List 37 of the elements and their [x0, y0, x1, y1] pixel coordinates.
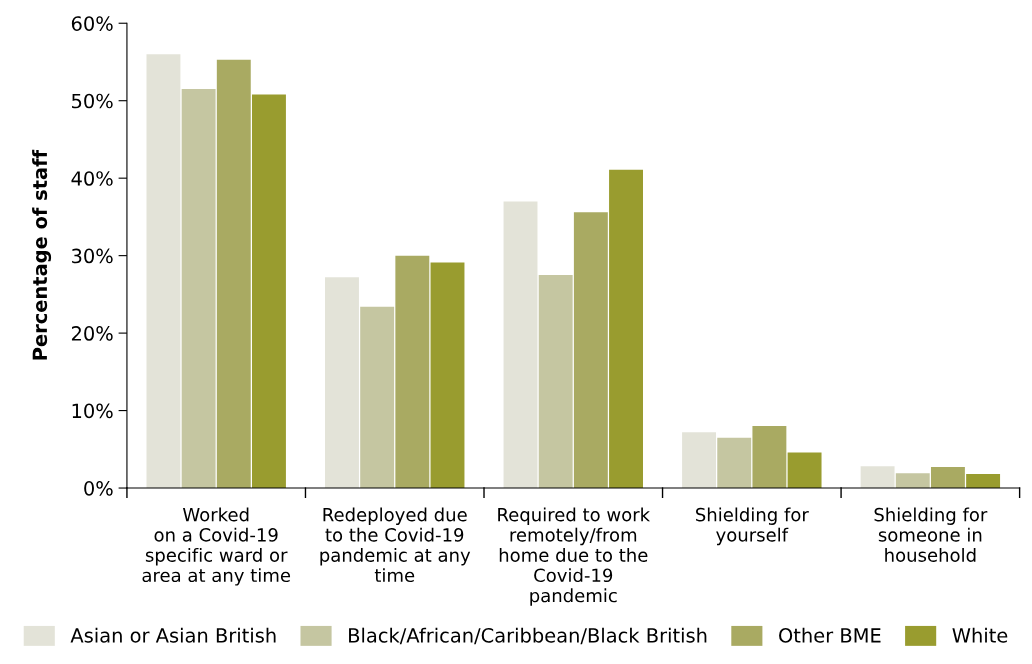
bar — [503, 201, 538, 489]
legend-label: Other BME — [779, 627, 881, 643]
y-tick-label: 0% — [84, 481, 113, 496]
bar — [966, 474, 1001, 489]
x-tick-label: Required to work remotely/from home due to the Covid-19 pandemic — [498, 507, 651, 606]
bar — [395, 255, 430, 489]
bar — [860, 466, 895, 489]
y-tick-label: 30% — [72, 248, 113, 264]
bar — [538, 275, 573, 489]
y-tick-label: 10% — [72, 403, 113, 419]
bar — [787, 452, 822, 489]
bar — [430, 262, 465, 489]
bar — [930, 467, 965, 489]
bar — [573, 212, 608, 489]
bar — [252, 94, 286, 489]
bar — [682, 432, 717, 489]
y-axis-title: Percentage of staff — [32, 149, 52, 360]
bar — [609, 169, 643, 489]
x-tick-label: Shielding for yourself — [696, 507, 809, 546]
y-tick-label: 50% — [72, 93, 113, 109]
bar — [895, 473, 930, 489]
legend-label: White — [952, 627, 1008, 643]
x-tick-label: Shielding for someone in household — [874, 507, 988, 562]
bar — [181, 89, 216, 489]
bar — [216, 59, 251, 489]
bar — [325, 277, 359, 489]
bar — [717, 437, 752, 489]
bar — [752, 426, 787, 489]
y-tick-label: 20% — [71, 326, 113, 341]
bar — [146, 54, 181, 489]
y-tick-label: 40% — [71, 171, 113, 186]
bar — [360, 306, 395, 489]
x-tick-label: Redeployed due to the Covid-19 pandemic at any time — [320, 507, 471, 583]
x-tick-label: Worked on a Covid-19 specific ward or area at any time — [142, 507, 291, 586]
legend-label: Black/African/Caribbean/Black British — [349, 627, 707, 645]
y-tick-label: 60% — [71, 16, 113, 31]
legend-label: Asian or Asian British — [70, 627, 276, 643]
